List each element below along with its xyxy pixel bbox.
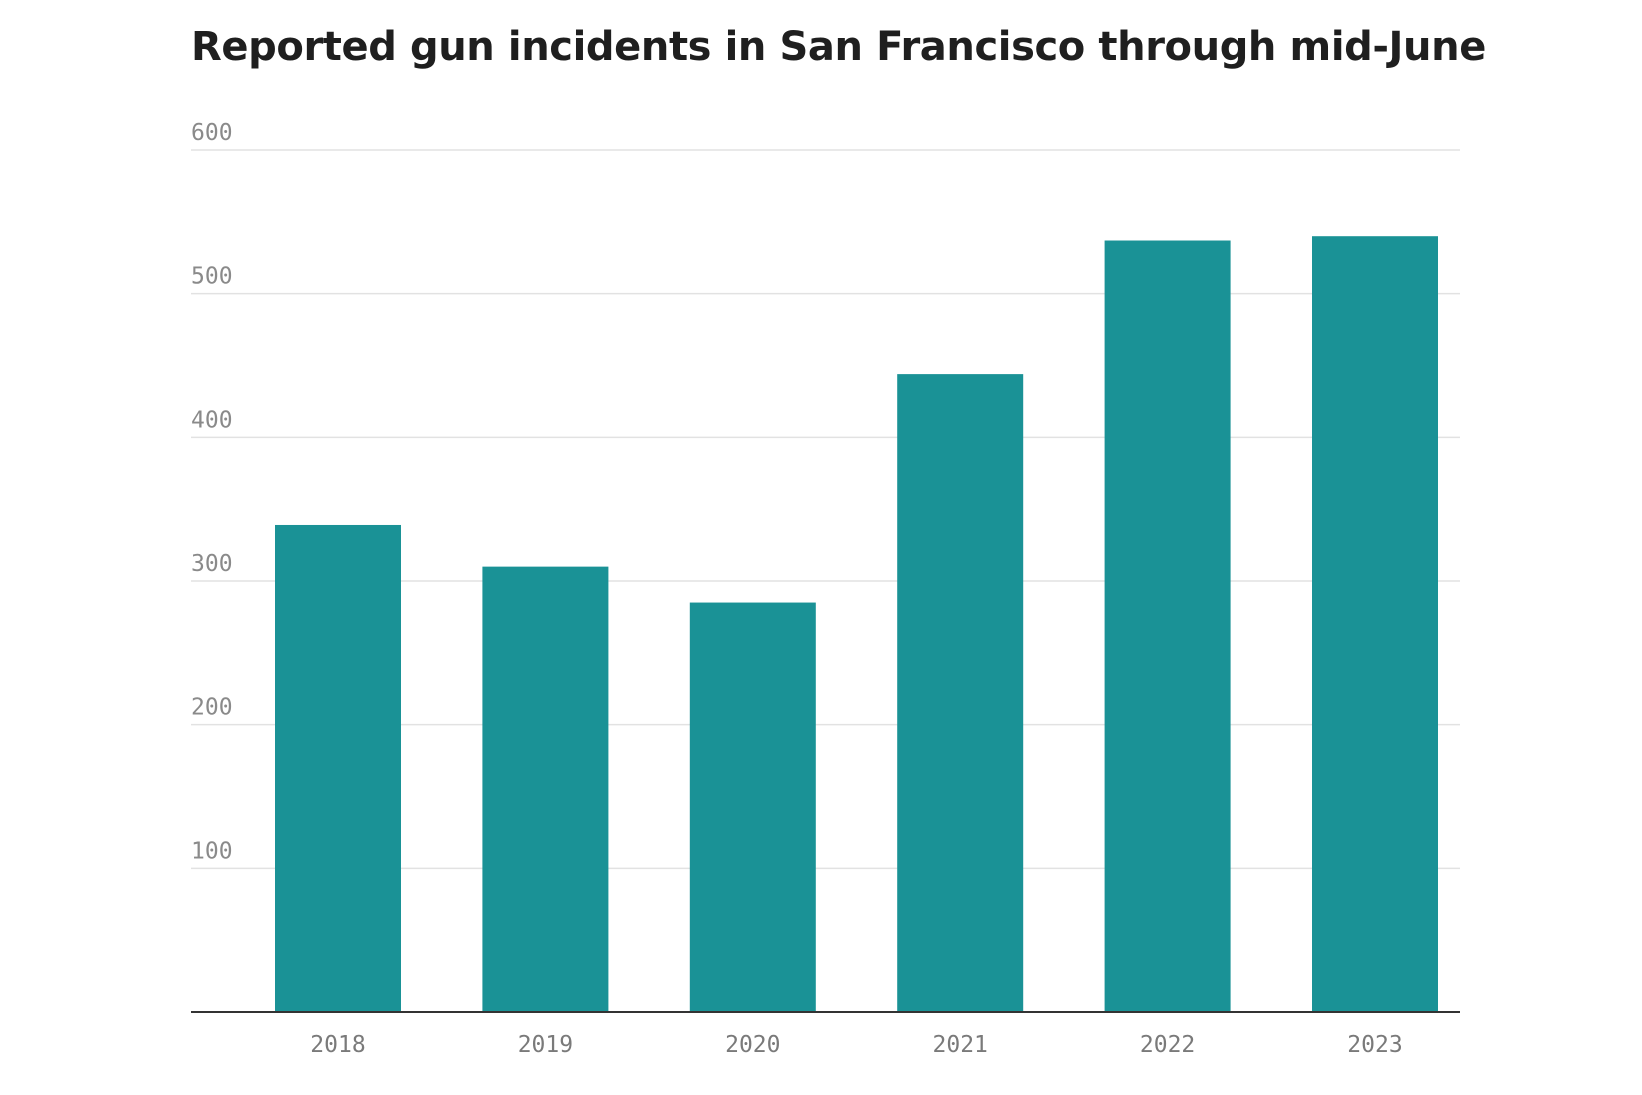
chart-title: Reported gun incidents in San Francisco … bbox=[191, 24, 1486, 70]
x-tick-label-2019: 2019 bbox=[518, 1032, 573, 1058]
y-axis-ticks: 100 200 300 400 500 600 bbox=[191, 120, 233, 864]
y-tick-label-500: 500 bbox=[191, 264, 233, 290]
bar-2021 bbox=[897, 374, 1024, 1012]
x-tick-label-2020: 2020 bbox=[725, 1032, 780, 1058]
bar-2020 bbox=[689, 602, 816, 1012]
x-axis-ticks: 2018 2019 2020 2021 2022 2023 bbox=[310, 1032, 1402, 1058]
x-tick-label-2023: 2023 bbox=[1347, 1032, 1402, 1058]
y-tick-label-400: 400 bbox=[191, 407, 233, 433]
x-tick-label-2018: 2018 bbox=[310, 1032, 365, 1058]
y-tick-label-200: 200 bbox=[191, 695, 233, 721]
bar-2018 bbox=[275, 524, 401, 1012]
bar-2022 bbox=[1104, 240, 1231, 1012]
y-tick-label-300: 300 bbox=[191, 551, 233, 577]
bar-2023 bbox=[1312, 236, 1438, 1012]
bars bbox=[275, 236, 1438, 1012]
y-tick-label-100: 100 bbox=[191, 838, 233, 864]
bar-2019 bbox=[482, 566, 609, 1012]
y-tick-label-600: 600 bbox=[191, 120, 233, 146]
gridlines bbox=[191, 149, 1460, 870]
x-tick-label-2022: 2022 bbox=[1140, 1032, 1195, 1058]
x-tick-label-2021: 2021 bbox=[933, 1032, 988, 1058]
